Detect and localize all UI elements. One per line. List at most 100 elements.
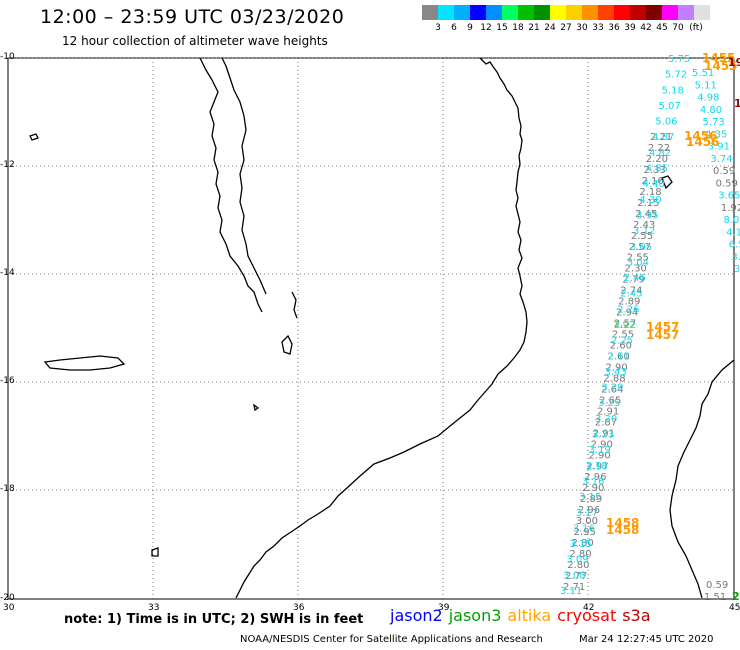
swh-label-east: 8.00 [724,215,740,226]
swh-label-east: 3.65 [718,191,740,202]
swh-label-east: 4.80 [700,105,722,116]
swh-label-cyan: 3.20 [595,414,617,425]
colorbar-tick-label: 6 [451,23,457,33]
colorbar-tick-label: 70 [672,23,684,33]
colorbar-tick-label: 39 [624,23,636,33]
satellite-legend-item: jason3 [448,606,502,625]
swh-label-cyan: 3.16 [582,476,604,487]
swh-label-gray: 2.74 [620,286,642,297]
swh-label-gray: 2.94 [616,308,638,319]
swh-label-cyan: 3.08 [563,570,585,581]
swh-label-cyan: 5.06 [655,117,677,128]
edge-time-label: 2 [732,590,740,603]
swh-label-cyan: 3.19 [589,445,611,456]
colorbar-tick-label: 27 [560,23,572,33]
latitude-label: -20 [0,593,15,603]
swh-label-gray: 2.91 [597,406,619,417]
pass-time-label: 1458 [606,516,639,530]
swh-label-gray: 2.15 [637,198,659,209]
map-subtitle: 12 hour collection of altimeter wave hei… [62,34,328,48]
edge-time-label: 1 [734,97,740,110]
swh-label-cyan: 3.05 [630,242,652,253]
swh-label-gray: 2.90 [582,483,604,494]
longitude-label: 30 [3,603,15,613]
coastline [29,57,735,599]
colorbar-tick-label: 36 [608,23,620,33]
swh-label-cyan: 3.29 [601,383,623,394]
pass-time-label: 1455 [702,51,735,65]
colorbar-unit-label: (ft) [689,23,703,33]
colorbar-tick-label: 24 [544,23,556,33]
colorbar-swatch [422,5,438,20]
satellite-legend-item: s3a [622,606,651,625]
lake-malawi-east-shore [221,57,267,295]
pass-time-label: 1456 [684,129,717,143]
lake-malawi-west-shore [199,57,263,313]
colorbar-tick-label: 3 [435,23,441,33]
swh-label-cyan: 3.23 [592,430,614,441]
swh-label-east: 5.51 [692,68,714,79]
colorbar-tick-label: 18 [512,23,524,33]
swh-label-cyan: 4.40 [643,179,665,190]
swh-label-cyan: 2.26 [617,304,639,315]
colorbar-tick-label: 45 [656,23,668,33]
swh-label-gray: 2.22 [648,143,670,154]
swh-label-cyan: 3.25 [598,398,620,409]
graticule [8,57,734,599]
swh-label-cyan: 3.15 [570,539,592,550]
swh-label-gray: 2.60 [608,352,630,363]
inland-lake-small [29,133,39,141]
swh-label-gray: 2.90 [591,439,613,450]
swh-label-gray: 2.90 [588,450,610,461]
swh-label-cyan: 3.17 [576,508,598,519]
swh-label-gray: 2.90 [605,362,627,373]
colorbar-swatch [518,5,534,20]
latitude-label: -10 [0,52,15,62]
edge-time-label: 19 [728,56,740,69]
swh-label-cyan: 3.09 [566,555,588,566]
swh-label-cyan: 3.18 [585,461,607,472]
note-text: note: 1) Time is in UTC; 2) SWH is in fe… [64,612,364,627]
colorbar-swatch [470,5,486,20]
latitude-label: -12 [0,160,15,170]
swh-label-east: 6.5 [729,240,740,251]
inland-lake-dot [253,403,260,412]
swh-label-east: 3 [734,264,740,275]
swh-label-gray: 2.55 [612,330,634,341]
swh-label-east: 0.59 [716,178,738,189]
swh-label-bottom: 0.59 [706,580,728,591]
colorbar-tick-label: 33 [592,23,604,33]
colorbar-swatch [550,5,566,20]
swh-label-cyan: 2.25 [611,336,633,347]
swh-label-gray: 2.20 [646,154,668,165]
swh-label-gray: 2.45 [635,209,657,220]
colorbar-tick-label: 15 [496,23,508,33]
colorbar-swatch [454,5,470,20]
colorbar-swatch [486,5,502,20]
swh-label-cyan: 5.72 [665,70,687,81]
colorbar-swatch [630,5,646,20]
swh-label-cyan: 4.82 [649,148,671,159]
map-title: 12:00 – 23:59 UTC 03/23/2020 [40,6,345,28]
swh-label-cyan: 2.46 [624,273,646,284]
pass-time-label: 1458 [606,523,639,537]
swh-label-gray: 3.00 [576,516,598,527]
colorbar-tick-label: 42 [640,23,652,33]
swh-label-gray: 2.57 [629,242,651,253]
swh-label-gray: 2.95 [574,527,596,538]
comoros-island [661,175,673,190]
longitude-label: 33 [148,603,160,613]
generation-timestamp: Mar 24 12:27:45 UTC 2020 [579,634,714,645]
colorbar-swatch [598,5,614,20]
swh-label-gray: 2.71 [563,582,585,593]
swh-label-gray: 2.64 [601,384,623,395]
satellite-legend-item: cryosat [557,606,617,625]
swh-label-gray: 2.57 [614,319,636,330]
swh-label-bottom: 1.51 [704,592,726,603]
swh-label-gray: 2.80 [571,538,593,549]
satellite-legend: jason2 jason3 altika cryosat s3a [390,606,657,625]
swh-label-gray: 2.96 [578,505,600,516]
swh-label-gray: 2.43 [633,220,655,231]
swh-label-cyan: 3.11 [560,586,582,597]
latitude-label: -16 [0,376,15,386]
